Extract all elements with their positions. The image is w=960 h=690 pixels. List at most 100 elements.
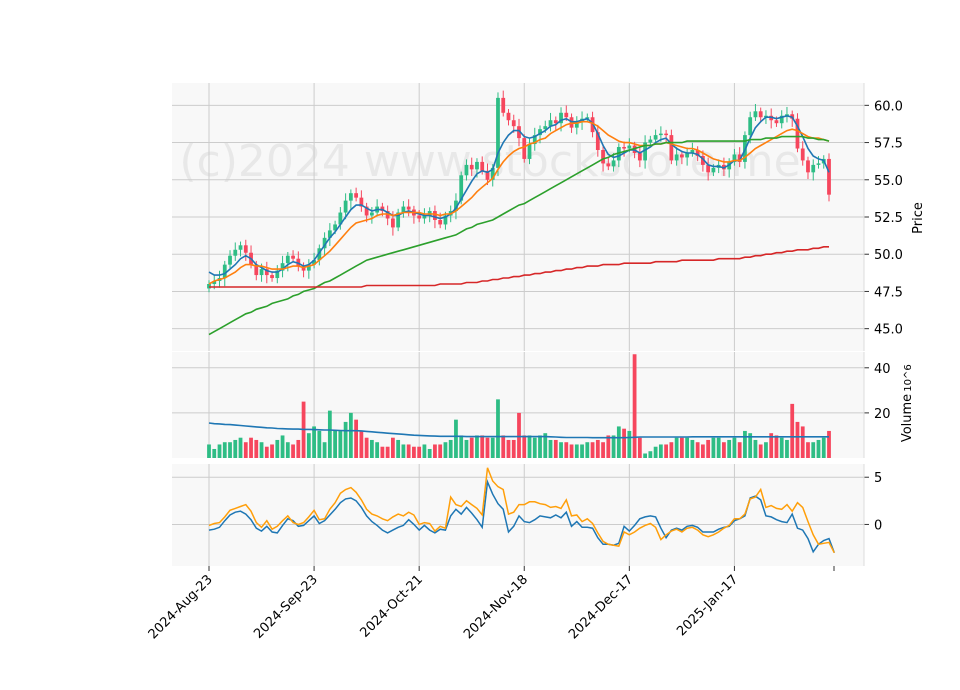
candle-body: [800, 148, 805, 161]
volume-bar: [564, 442, 569, 458]
candle-body: [469, 164, 474, 170]
candle-body: [701, 155, 705, 165]
volume-bar: [448, 439, 453, 458]
candle-body: [291, 255, 295, 259]
volume-bar: [743, 430, 747, 458]
volume-bar: [785, 439, 789, 458]
volume-bar: [821, 437, 826, 458]
candle-body: [406, 206, 411, 210]
volume-bar: [280, 435, 285, 458]
volume-bar: [306, 433, 311, 458]
volume-bar: [679, 437, 684, 458]
candle-body: [501, 97, 506, 113]
volume-bar: [270, 444, 274, 458]
candle-body: [564, 112, 569, 118]
volume-bar: [706, 439, 711, 458]
candle-body: [622, 147, 626, 149]
price-y-tick-label: 55.0: [874, 174, 903, 189]
candle-body: [627, 145, 632, 149]
volume-bar: [553, 439, 558, 458]
volume-bar: [259, 442, 264, 458]
volume-bar: [443, 442, 448, 458]
price-ma-line-4: [209, 246, 829, 288]
volume-bar: [595, 439, 600, 458]
candle-body: [438, 219, 443, 225]
volume-bar: [496, 399, 500, 458]
x-tick-label: 2024-Nov-18: [461, 572, 531, 642]
candle-body: [806, 160, 810, 173]
volume-bar: [207, 444, 211, 458]
volume-bar: [327, 410, 332, 458]
candle-body: [795, 118, 800, 149]
volume-bar: [774, 435, 779, 458]
candle-body: [259, 269, 264, 276]
volume-bar: [522, 435, 527, 458]
volume-bar: [296, 439, 301, 458]
candle-body: [264, 269, 269, 276]
price-marks: [207, 90, 831, 336]
volume-bar: [669, 442, 674, 458]
volume-bar: [779, 437, 784, 458]
price-y-tick-label: 57.5: [874, 137, 903, 152]
candle-body: [212, 281, 217, 284]
volume-bar: [532, 437, 537, 458]
volume-bar: [795, 421, 800, 458]
volume-bar: [485, 437, 490, 458]
volume-bar: [312, 426, 316, 458]
candle-body: [396, 212, 401, 228]
candle-body: [601, 150, 605, 164]
price-y-tick-label: 50.0: [874, 248, 903, 263]
candle-body: [475, 161, 479, 170]
volume-bar: [333, 430, 337, 458]
candle-body: [233, 249, 238, 256]
volume-bar: [490, 437, 495, 458]
volume-bar: [637, 437, 642, 458]
candle-body: [816, 163, 821, 165]
candle-body: [480, 161, 485, 171]
volume-bar: [364, 437, 369, 458]
candle-body: [679, 154, 684, 158]
candle-body: [354, 193, 359, 198]
volume-bar: [632, 354, 637, 458]
volume-bar: [538, 435, 542, 458]
x-tick-label: 2024-Sep-23: [251, 572, 321, 642]
volume-y-tick-label: 20: [874, 407, 891, 422]
volume-bar: [648, 451, 653, 458]
candle-body: [454, 200, 458, 212]
candle-body: [254, 264, 259, 276]
volume-bar: [480, 435, 485, 458]
volume-bar: [806, 442, 810, 458]
x-tick-label: 2024-Aug-23: [146, 572, 216, 642]
candle-body: [333, 224, 337, 231]
volume-bar: [643, 453, 647, 458]
volume-bar: [417, 446, 422, 458]
candle-body: [391, 218, 395, 228]
volume-bar: [695, 442, 700, 458]
volume-bar: [243, 442, 248, 458]
candle-body: [643, 142, 647, 161]
volume-bar: [380, 446, 385, 458]
candle-body: [327, 230, 332, 238]
candle-body: [522, 138, 527, 159]
candle-body: [553, 120, 558, 124]
candle-body: [674, 154, 679, 161]
price-ma-line-2: [208, 120, 830, 285]
candle-body: [464, 164, 469, 176]
candle-body: [322, 237, 327, 249]
price-y-tick-label: 52.5: [874, 211, 903, 226]
volume-bar: [722, 442, 726, 458]
volume-bar: [317, 430, 322, 458]
candle-body: [574, 121, 579, 128]
volume-bar: [469, 437, 474, 458]
candle-body: [496, 97, 500, 168]
volume-bar: [233, 439, 238, 458]
volume-bar: [664, 444, 669, 458]
volume-bar: [454, 419, 458, 458]
volume-bar: [369, 439, 374, 458]
volume-bar: [800, 426, 805, 458]
volume-bar: [422, 444, 427, 458]
candle-body: [543, 126, 548, 130]
volume-bar: [737, 442, 742, 458]
volume-bar: [732, 437, 737, 458]
macd-panel-bg: [172, 464, 864, 566]
